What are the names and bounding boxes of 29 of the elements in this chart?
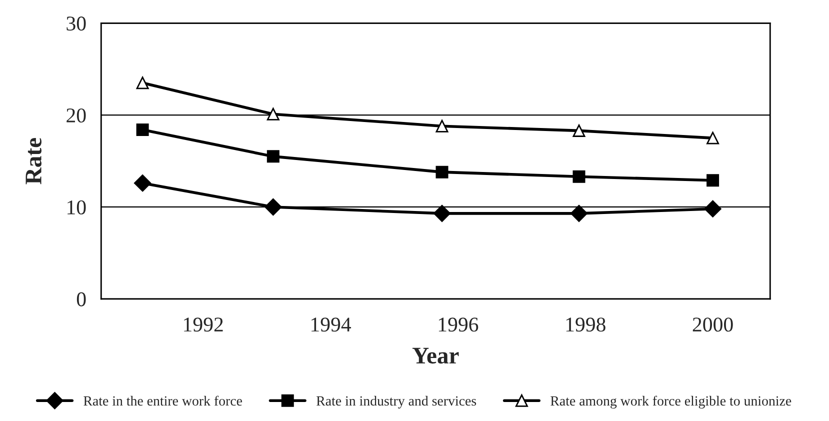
x-axis-title: Year: [412, 348, 459, 364]
point: [266, 150, 280, 163]
y-axis-title: Rate: [26, 138, 42, 184]
point: [136, 124, 149, 136]
legend-label: Rate among work force eligible to unionize: [550, 396, 792, 408]
x-tick-label: 1998: [566, 318, 606, 332]
point: [706, 132, 720, 144]
point: [436, 120, 448, 132]
y-tick-label: 10: [68, 200, 86, 214]
legend-label: Rate in industry and services: [316, 396, 476, 408]
point: [264, 198, 282, 216]
point: [436, 166, 448, 178]
x-tick-label: 2000: [692, 318, 733, 332]
y-tick-label: 30: [66, 16, 86, 31]
point: [433, 204, 451, 222]
point: [570, 204, 588, 222]
legend-label: Rate in the entire work force: [84, 396, 242, 406]
point: [572, 170, 586, 183]
y-tick-label: 0: [76, 292, 86, 306]
point: [706, 174, 720, 187]
point: [572, 124, 586, 137]
x-tick-label: 1996: [438, 318, 478, 332]
x-tick-label: 1994: [312, 318, 352, 332]
point: [136, 76, 149, 90]
point: [266, 108, 280, 120]
x-tick-label: 1992: [184, 318, 223, 332]
y-tick-label: 20: [66, 108, 86, 123]
point: [134, 174, 152, 192]
point: [704, 200, 722, 218]
